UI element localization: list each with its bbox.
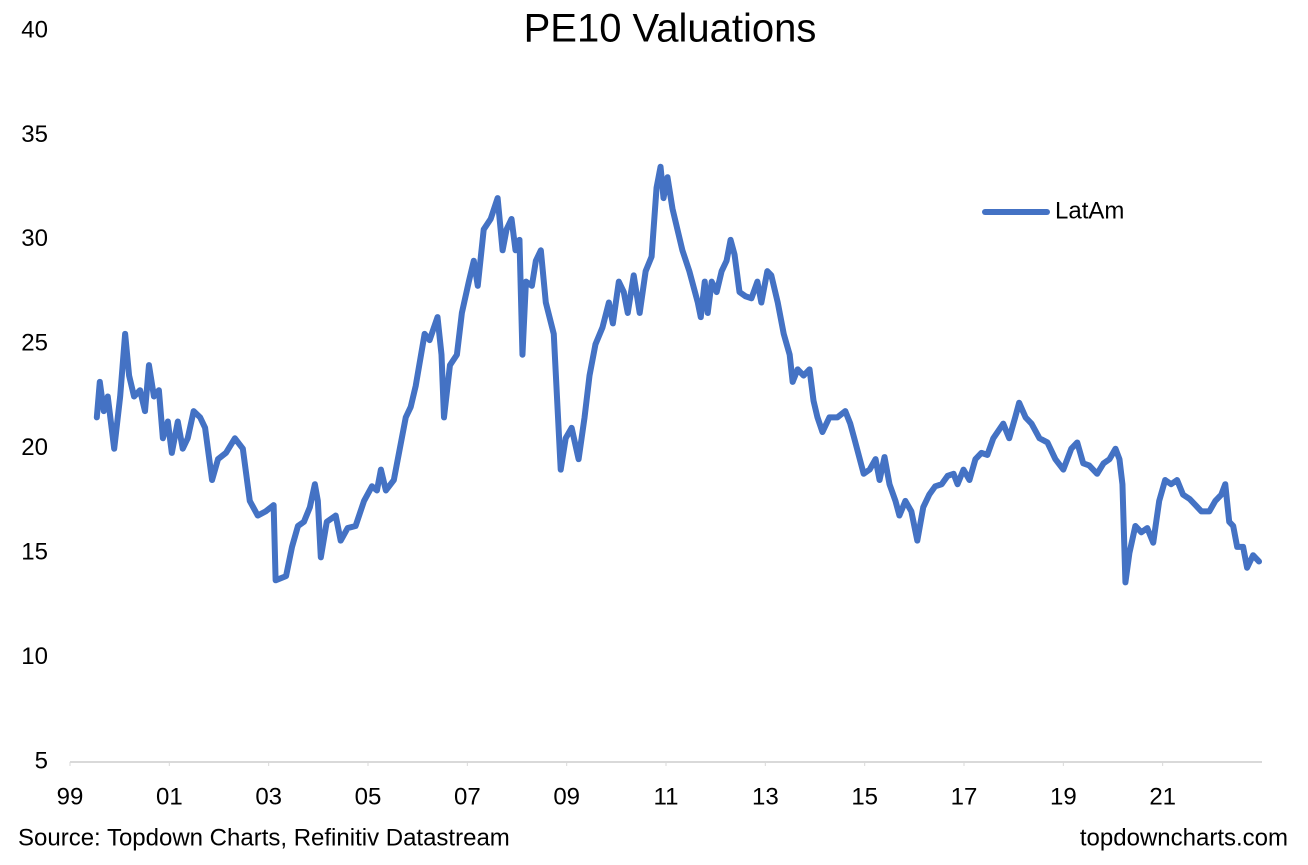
source-note: Source: Topdown Charts, Refinitiv Datast…	[18, 824, 510, 851]
x-tick-label: 21	[1149, 783, 1176, 810]
y-tick-label: 10	[21, 643, 48, 670]
chart-title: PE10 Valuations	[524, 7, 817, 51]
y-tick-label: 35	[21, 121, 48, 148]
x-tick-label: 09	[553, 783, 580, 810]
legend-label: LatAm	[1055, 197, 1124, 224]
x-tick-label: 05	[355, 783, 382, 810]
y-tick-label: 40	[21, 16, 48, 43]
y-tick-label: 5	[35, 747, 48, 774]
x-tick-label: 19	[1050, 783, 1077, 810]
x-tick-label: 99	[57, 783, 84, 810]
x-tick-label: 11	[654, 783, 679, 810]
series-line	[93, 163, 1263, 586]
y-tick-label: 25	[21, 330, 48, 357]
y-tick-label: 15	[21, 538, 48, 565]
y-tick-label: 20	[21, 434, 48, 461]
watermark: topdowncharts.com	[1080, 824, 1288, 851]
x-tick-label: 15	[851, 783, 878, 810]
x-tick-label: 07	[454, 783, 481, 810]
y-tick-label: 30	[21, 225, 48, 252]
x-tick-label: 01	[156, 783, 183, 810]
x-tick-label: 13	[752, 783, 779, 810]
x-tick-label: 03	[255, 783, 282, 810]
x-tick-label: 17	[951, 783, 978, 810]
